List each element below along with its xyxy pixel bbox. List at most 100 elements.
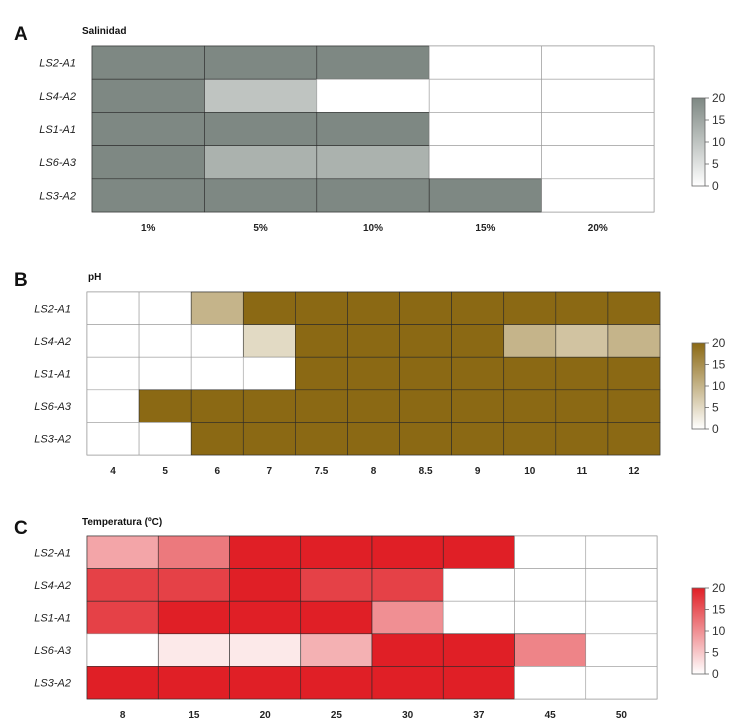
heatmap-cell: [428, 78, 542, 113]
heatmap-cell: [555, 356, 609, 391]
column-label: 8: [120, 710, 126, 721]
legend-tick-label: 5: [712, 646, 719, 660]
column-label: 9: [475, 466, 481, 477]
heatmap-cell: [428, 45, 542, 80]
heatmap-cell: [555, 291, 609, 325]
column-label: 8: [371, 466, 377, 477]
heatmap-cell: [442, 535, 515, 569]
heatmap-cell: [503, 356, 557, 391]
heatmap-cell: [514, 633, 587, 667]
heatmap-cell: [451, 389, 505, 423]
column-label: 20%: [588, 223, 608, 234]
heatmap-cell: [514, 535, 587, 569]
row-label: LS1-A1: [39, 124, 76, 136]
heatmap-cell: [242, 356, 296, 391]
heatmap-cell: [503, 291, 557, 325]
legend-tick-label: 10: [712, 624, 726, 638]
heatmap-cell: [451, 291, 505, 325]
heatmap-cell: [190, 422, 244, 456]
heatmap-cell: [541, 112, 655, 146]
heatmap-cell: [295, 356, 348, 391]
legend-tick-label: 15: [712, 358, 726, 372]
heatmap-cell: [91, 112, 205, 146]
column-label: 8.5: [419, 466, 433, 477]
column-label: 37: [473, 710, 485, 721]
column-label: 7.5: [314, 466, 328, 477]
row-label: LS4-A2: [39, 91, 76, 103]
heatmap-cell: [242, 389, 296, 423]
row-label: LS2-A1: [39, 58, 76, 70]
heatmap-cell: [300, 600, 373, 635]
heatmap-cell: [86, 568, 159, 602]
heatmap-cell: [86, 389, 140, 423]
heatmap-cell: [371, 600, 444, 635]
heatmap-cell: [138, 422, 192, 456]
row-label: LS6-A3: [39, 157, 77, 169]
legend-tick-label: 10: [712, 135, 726, 149]
panel-letter: A: [14, 24, 28, 45]
row-label: LS3-A2: [34, 434, 71, 446]
column-label: 10%: [363, 223, 383, 234]
heatmap-cell: [204, 45, 318, 80]
heatmap-cell: [451, 356, 505, 391]
legend-colorbar: [691, 97, 706, 187]
heatmap-cell: [555, 389, 609, 423]
heatmap-cell: [585, 600, 658, 635]
heatmap-cell: [503, 324, 557, 358]
row-label: LS2-A1: [34, 303, 71, 315]
heatmap-cell: [316, 178, 430, 213]
heatmap-cell: [295, 324, 348, 358]
heatmap-cell: [316, 112, 430, 146]
legend-colorbar: [691, 342, 706, 430]
panel-title: pH: [88, 272, 101, 283]
heatmap-cell: [428, 178, 542, 213]
heatmap-cell: [157, 633, 230, 667]
legend-tick-label: 20: [712, 581, 726, 595]
row-label: LS3-A2: [34, 678, 71, 690]
heatmap-cell: [190, 356, 244, 391]
heatmap-cell: [316, 145, 430, 180]
heatmap-cell: [229, 633, 302, 667]
heatmap-cell: [585, 666, 658, 700]
heatmap-cell: [190, 389, 244, 423]
column-label: 12: [628, 466, 640, 477]
heatmap-cell: [371, 633, 444, 667]
panel-c: C Temperatura (ºC) LS2-A1 LS4-A2 LS1-A1 LS6-A…: [14, 517, 726, 721]
heatmap-cell: [607, 356, 661, 391]
legend-tick-label: 0: [712, 422, 719, 436]
heatmap-cell: [86, 633, 159, 667]
column-label: 6: [214, 466, 220, 477]
row-label: LS4-A2: [34, 580, 71, 592]
heatmap-cell: [242, 291, 296, 325]
legend-colorbar: [691, 587, 706, 675]
heatmap-cell: [86, 600, 159, 635]
heatmap-cell: [399, 291, 452, 325]
row-label: LS6-A3: [34, 401, 72, 413]
heatmap-cell: [138, 291, 192, 325]
heatmap-cell: [442, 633, 515, 667]
heatmap-cell: [300, 535, 373, 569]
legend-tick-label: 15: [712, 113, 726, 127]
panel-letter: B: [14, 270, 28, 291]
heatmap-cell: [541, 45, 655, 80]
heatmap-cell: [428, 112, 542, 146]
heatmap-cell: [347, 356, 400, 391]
heatmap-cell: [607, 291, 661, 325]
heatmap-cell: [300, 633, 373, 667]
heatmap-cell: [300, 666, 373, 700]
heatmap-cell: [541, 178, 655, 213]
heatmap-cell: [138, 324, 192, 358]
heatmap-cell: [399, 356, 452, 391]
heatmap-cell: [371, 666, 444, 700]
heatmap-cell: [295, 389, 348, 423]
heatmap-cell: [229, 568, 302, 602]
heatmap-cell: [229, 535, 302, 569]
row-label: LS6-A3: [34, 645, 72, 657]
heatmap-cell: [514, 568, 587, 602]
heatmap-cell: [86, 666, 159, 700]
legend-tick-label: 15: [712, 603, 726, 617]
heatmap-cell: [229, 666, 302, 700]
column-label: 15: [188, 710, 200, 721]
heatmap-cell: [514, 600, 587, 635]
heatmap-cell: [229, 600, 302, 635]
